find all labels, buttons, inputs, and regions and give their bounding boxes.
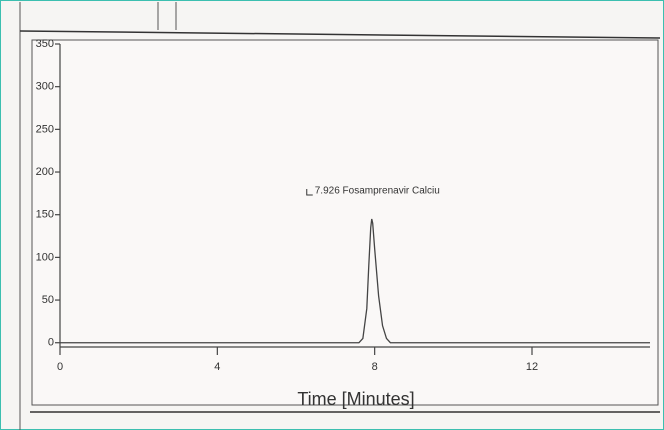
- y-tick-label: 0: [48, 337, 54, 349]
- x-tick-label: 8: [372, 361, 378, 373]
- y-tick-label: 200: [36, 166, 54, 178]
- y-tick-label: 150: [36, 209, 54, 221]
- y-tick-label: 350: [36, 38, 54, 50]
- peak-annotation: 7.926 Fosamprenavir Calciu: [315, 186, 440, 197]
- y-tick-label: 50: [42, 294, 54, 306]
- x-axis-label: Time [Minutes]: [297, 389, 414, 409]
- y-tick-label: 100: [36, 251, 54, 263]
- x-tick-label: 4: [214, 361, 220, 373]
- x-tick-label: 0: [57, 361, 63, 373]
- x-tick-label: 12: [526, 361, 538, 373]
- frame-edge: [19, 30, 661, 39]
- y-tick-label: 300: [36, 81, 54, 93]
- plot-frame: [31, 39, 659, 406]
- y-tick-label: 250: [36, 123, 54, 135]
- peak-marker: [306, 188, 313, 196]
- chromatogram-line: [60, 218, 650, 344]
